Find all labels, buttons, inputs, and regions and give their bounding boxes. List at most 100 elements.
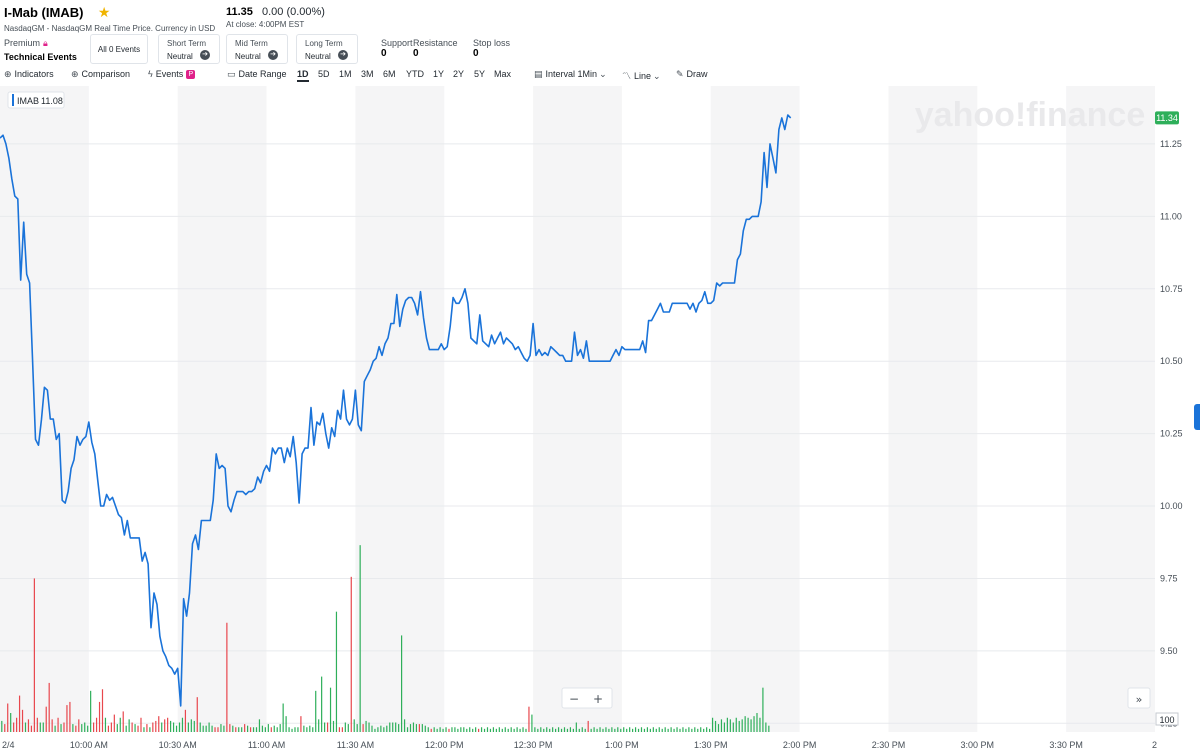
y-tick-label: 10.75 xyxy=(1160,284,1183,294)
comparison-label: Comparison xyxy=(81,69,131,79)
volume-bar xyxy=(359,545,361,732)
mid-term-card[interactable]: Mid Term Neutral ➔ xyxy=(226,34,288,64)
volume-bar xyxy=(36,717,38,732)
legend-box[interactable]: IMAB 11.08 xyxy=(7,91,65,109)
chart-type-dropdown[interactable]: 〽 Line ⌄ xyxy=(622,69,664,82)
volume-bar xyxy=(549,728,551,732)
draw-button[interactable]: ✎ Draw xyxy=(676,69,708,80)
volume-bar xyxy=(131,722,133,732)
x-tick-label: 11:00 AM xyxy=(248,740,285,750)
volume-bar xyxy=(658,727,660,732)
range-5y[interactable]: 5Y xyxy=(474,69,486,79)
arrow-right-icon: ➔ xyxy=(338,50,348,60)
volume-bar xyxy=(685,728,687,732)
volume-scale-label: 100 xyxy=(1159,715,1174,725)
all-events-button[interactable]: All 0 Events xyxy=(90,34,148,64)
x-tick-label: 10:30 AM xyxy=(159,740,197,750)
short-term-label: Short Term xyxy=(167,39,206,48)
volume-bar xyxy=(172,722,175,732)
volume-bar xyxy=(48,682,50,732)
volume-bar xyxy=(356,724,358,732)
volume-bar xyxy=(415,724,418,732)
volume-bar xyxy=(691,728,693,732)
volume-bar xyxy=(451,727,453,732)
range-2y[interactable]: 2Y xyxy=(453,69,465,79)
volume-bar xyxy=(475,727,477,732)
star-icon[interactable]: ★ xyxy=(97,4,111,20)
arrow-right-icon: ➔ xyxy=(200,50,210,60)
volume-bar xyxy=(380,725,382,732)
close-note: At close: 4:00PM EST xyxy=(226,20,305,29)
volume-bar xyxy=(249,727,252,732)
volume-bar xyxy=(93,722,95,732)
zoom-out-button[interactable]: − xyxy=(569,692,579,706)
volume-bar xyxy=(661,728,663,732)
volume-bars xyxy=(1,545,770,732)
volume-bar xyxy=(537,728,539,732)
volume-bar xyxy=(495,728,497,732)
short-term-card[interactable]: Short Term Neutral ➔ xyxy=(158,34,220,64)
x-tick-label: 1:00 PM xyxy=(605,740,639,750)
volume-bar xyxy=(670,727,672,732)
volume-bar xyxy=(282,703,284,732)
volume-bar xyxy=(374,728,376,732)
volume-bar xyxy=(137,725,139,732)
volume-bar xyxy=(42,722,44,732)
volume-bar xyxy=(24,722,27,732)
comparison-button[interactable]: ⊕ Comparison xyxy=(71,69,130,80)
volume-bar xyxy=(146,724,148,732)
volume-bar xyxy=(424,725,426,732)
volume-bar xyxy=(113,714,115,732)
volume-bar xyxy=(69,701,71,732)
scroll-right-control[interactable]: » xyxy=(1127,687,1151,709)
range-5d[interactable]: 5D xyxy=(318,69,330,79)
long-term-card[interactable]: Long Term Neutral ➔ xyxy=(296,34,358,64)
volume-bar xyxy=(149,727,151,732)
volume-bar xyxy=(386,725,388,732)
yahoo-finance-watermark: yahoo!finance xyxy=(915,96,1145,134)
volume-bar xyxy=(128,719,130,732)
side-panel-tab[interactable] xyxy=(1194,404,1200,430)
range-max[interactable]: Max xyxy=(494,69,512,79)
volume-bar xyxy=(98,701,101,732)
volume-bar xyxy=(513,728,515,732)
volume-bar xyxy=(540,727,542,732)
last-price-label: 11.34 xyxy=(1156,113,1178,123)
premium-label: Premium 🔒︎ xyxy=(4,38,48,49)
volume-bar xyxy=(430,728,432,732)
range-1y[interactable]: 1Y xyxy=(433,69,445,79)
y-tick-label: 11.25 xyxy=(1160,139,1182,149)
volume-bar xyxy=(546,727,548,732)
range-6m[interactable]: 6M xyxy=(383,69,396,79)
indicators-button[interactable]: ⊕ Indicators xyxy=(4,69,54,80)
date-range-button[interactable]: ▭ Date Range xyxy=(227,69,287,80)
volume-bar xyxy=(332,720,335,732)
events-button[interactable]: ϟ Events P xyxy=(148,69,196,79)
volume-bar xyxy=(629,727,631,732)
volume-bar xyxy=(614,728,616,732)
zoom-in-button[interactable]: + xyxy=(593,692,603,706)
volume-bar xyxy=(220,724,222,732)
volume-bar xyxy=(164,719,166,732)
volume-bar xyxy=(211,725,213,732)
session-bands xyxy=(0,86,1155,732)
range-1m[interactable]: 1M xyxy=(339,69,352,79)
price-chart[interactable]: yahoo!finance 11.25 11.00 10.75 10.50 10.25 1… xyxy=(0,86,1200,756)
interval-dropdown[interactable]: ▤ Interval 1Min ⌄ xyxy=(534,69,610,80)
volume-bar xyxy=(703,728,705,732)
y-tick-label: 10.00 xyxy=(1160,501,1183,511)
x-tick-label: 12:00 PM xyxy=(425,740,464,750)
volume-bar xyxy=(406,727,409,732)
volume-bar xyxy=(460,727,462,732)
volume-bar xyxy=(205,725,207,732)
volume-bar xyxy=(747,717,749,732)
volume-bar xyxy=(489,728,492,732)
range-1d[interactable]: 1D xyxy=(297,69,309,82)
range-3m[interactable]: 3M xyxy=(361,69,374,79)
volume-bar xyxy=(90,690,92,732)
volume-bar xyxy=(235,727,237,732)
volume-bar xyxy=(694,727,696,732)
range-ytd[interactable]: YTD xyxy=(406,69,424,79)
volume-bar xyxy=(569,727,572,732)
volume-bar xyxy=(469,727,471,732)
